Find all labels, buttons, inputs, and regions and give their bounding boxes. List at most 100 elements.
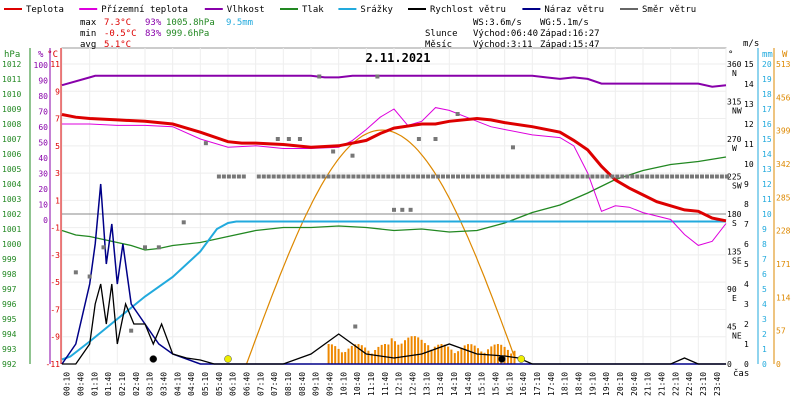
c-tick-6: -1: [50, 224, 60, 233]
sunrise-info: Východ:06:40: [473, 29, 538, 39]
solar-bar: [433, 346, 436, 364]
x-tick-9: 04:40: [187, 372, 196, 396]
mm-tick-12: 8: [762, 240, 767, 249]
pct-axis-label: %: [38, 50, 44, 60]
wind-dir-band: [710, 174, 714, 179]
x-tick-2: 01:10: [90, 372, 99, 396]
stats-max-label: max: [80, 18, 97, 28]
c-tick-5: 1: [55, 196, 60, 205]
wind-dir-band: [690, 174, 694, 179]
c-tick-0: 11: [50, 60, 60, 69]
ms-tick-6: 9: [744, 180, 749, 189]
hpa-tick-14: 998: [2, 270, 17, 279]
c-tick-11: -11: [46, 360, 61, 369]
x-tick-19: 09:40: [325, 372, 334, 396]
x-tick-5: 02:40: [132, 372, 141, 396]
x-tick-43: 21:40: [657, 372, 666, 396]
wind-dir-band: [705, 174, 709, 179]
ms-tick-12: 3: [744, 300, 749, 309]
pct-tick-2: 80: [38, 92, 48, 101]
wind-dir-point-4: [286, 137, 291, 141]
wind-dir-point-1: [375, 74, 380, 79]
left-axes: hPa% °C1012101110101009100810071006100510…: [2, 48, 62, 369]
hpa-tick-15: 997: [2, 285, 17, 294]
mm-tick-17: 3: [762, 315, 767, 324]
wind-dir-band: [580, 174, 585, 179]
x-tick-44: 22:10: [671, 372, 680, 396]
pct-tick-5: 50: [38, 139, 48, 148]
solar-bar: [447, 346, 450, 364]
pct-tick-6: 40: [38, 154, 48, 163]
wind-dir-band: [341, 174, 346, 179]
dir-tick-3: 225: [727, 173, 742, 182]
mm-tick-10: 10: [762, 210, 772, 219]
marker-0: [149, 355, 158, 363]
ms-tick-10: 5: [744, 260, 749, 269]
hpa-axis-label: hPa: [4, 50, 20, 60]
wind-dir-band: [540, 174, 545, 179]
wind-dir-band: [535, 174, 540, 179]
mm-axis-label: mm: [762, 50, 773, 60]
solar-bar: [370, 353, 373, 364]
wind-dir-band: [281, 174, 286, 179]
wind-dir-band: [346, 174, 351, 179]
solar-bar: [354, 344, 357, 364]
solar-bar: [450, 349, 453, 364]
x-tick-12: 06:10: [229, 372, 238, 396]
ms-tick-8: 7: [744, 220, 749, 229]
wind-line: [62, 283, 726, 365]
ms-axis-label: m/s: [743, 39, 759, 49]
w-tick-3: 342: [776, 160, 791, 169]
wind-dir-band: [490, 174, 495, 179]
stats-avg-label: avg: [80, 40, 96, 50]
solar-bar: [394, 341, 396, 364]
hpa-tick-16: 996: [2, 300, 17, 309]
wind-dir-band: [650, 174, 655, 179]
hpa-tick-10: 1002: [2, 210, 21, 219]
wind-dir-band: [655, 174, 660, 179]
x-tick-6: 03:10: [146, 372, 155, 396]
wind-dir-point-18: [73, 270, 78, 275]
x-tick-11: 05:40: [215, 372, 224, 396]
mm-tick-14: 6: [762, 270, 767, 279]
w-tick-0: 513: [776, 60, 791, 69]
dir-tick-2: 270: [727, 135, 742, 144]
solar-bar: [410, 336, 413, 364]
ms-tick-15: 0: [744, 360, 749, 369]
x-tick-35: 17:40: [547, 372, 556, 396]
wind-dir-point-8: [433, 137, 438, 141]
x-axis-label: čas: [733, 368, 749, 379]
w-tick-6: 171: [776, 260, 791, 269]
dir-tick-name-7: NE: [732, 332, 742, 341]
pct-tick-0: 100: [34, 61, 49, 70]
solar-bar: [487, 349, 489, 364]
solar-bar: [420, 339, 423, 364]
wind-dir-band: [371, 174, 376, 179]
wind-dir-band: [560, 174, 565, 179]
w-tick-7: 114: [776, 293, 791, 302]
solar-bar: [357, 344, 360, 364]
wind-dir-band: [401, 174, 406, 179]
wind-dir-band: [411, 174, 416, 179]
x-tick-15: 07:40: [270, 372, 279, 396]
wind-dir-band: [714, 174, 719, 179]
x-tick-8: 04:10: [173, 372, 182, 396]
c-tick-8: -5: [50, 278, 60, 287]
mm-tick-11: 9: [762, 225, 767, 234]
hpa-tick-17: 995: [2, 315, 17, 324]
wind-dir-band: [276, 174, 281, 179]
wind-dir-band: [321, 174, 326, 179]
moon-label: Měsíc: [425, 40, 452, 50]
info-block: WS:3.6m/s WG:5.1m/s Slunce Východ:06:40 …: [425, 18, 600, 50]
solar-bar: [360, 345, 363, 364]
wind-dir-band: [301, 174, 306, 179]
pct-tick-8: 20: [38, 185, 48, 194]
right-axes: °m/smm W360N315NW270W225SW180S135SE90E45N…: [727, 39, 791, 369]
wind-dir-band: [570, 174, 575, 179]
hpa-tick-19: 993: [2, 345, 17, 354]
legend-label-6: Náraz větru: [544, 5, 604, 15]
solar-bar: [427, 345, 430, 364]
x-tick-31: 15:40: [491, 372, 500, 396]
wind-dir-band: [221, 174, 226, 179]
wind-speed-info: WS:3.6m/s: [473, 18, 522, 28]
